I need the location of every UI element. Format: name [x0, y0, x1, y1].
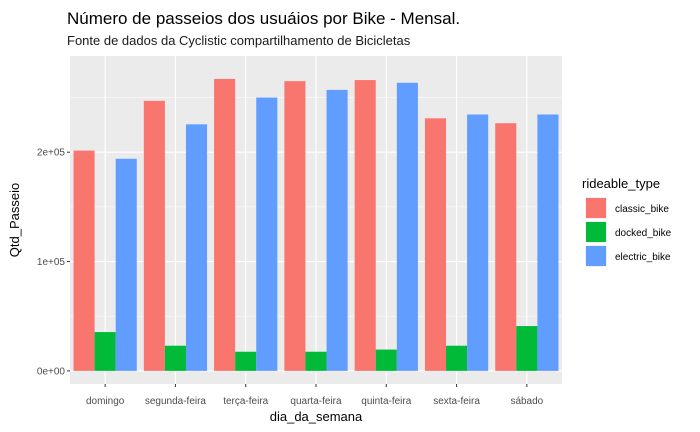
bars-layer	[73, 78, 559, 371]
x-tick-label-0: domingo	[86, 396, 125, 407]
bar-electric_bike-6	[537, 114, 559, 371]
y-axis-label: Qtd_Passeio	[7, 183, 22, 257]
bar-classic_bike-1	[143, 100, 165, 371]
bar-electric_bike-1	[185, 124, 208, 371]
x-tick-label-3: quarta-feira	[290, 396, 342, 407]
bar-classic_bike-3	[284, 81, 306, 371]
bar-classic_bike-2	[214, 78, 236, 371]
bar-docked_bike-3	[305, 351, 327, 371]
bar-docked_bike-5	[446, 345, 468, 371]
legend-label-classic_bike: classic_bike	[615, 204, 669, 215]
bar-classic_bike-6	[495, 123, 517, 371]
chart-title: Número de passeios dos usuáios por Bike …	[67, 9, 460, 28]
bar-docked_bike-1	[164, 345, 186, 371]
legend: rideable_type classic_bike docked_bikeele…	[582, 176, 672, 267]
legend-title: rideable_type	[582, 176, 660, 191]
legend-key-classic_bike	[586, 198, 606, 218]
legend-items: classic_bike docked_bike electric_bike	[585, 197, 672, 267]
y-tick-label-0: 0e+00	[37, 366, 66, 377]
legend-label-docked_bike: docked_bike	[615, 228, 672, 239]
y-tick-label-1: 1e+05	[37, 257, 66, 268]
bar-docked_bike-4	[375, 349, 397, 371]
bar-classic_bike-4	[354, 80, 376, 371]
y-axis: 0e+00 1e+05 2e+05	[37, 148, 70, 377]
chart-subtitle: Fonte de dados da Cyclistic compartilham…	[67, 33, 411, 48]
bar-electric_bike-5	[467, 114, 489, 371]
x-axis-label: dia_da_semana	[270, 409, 363, 424]
x-tick-label-2: terça-feira	[223, 396, 268, 407]
bar-classic_bike-0	[73, 150, 95, 371]
legend-key-electric_bike	[586, 246, 606, 266]
bar-electric_bike-0	[115, 158, 137, 371]
x-tick-label-4: quinta-feira	[361, 396, 411, 407]
bar-docked_bike-6	[516, 326, 538, 371]
bar-electric_bike-2	[256, 97, 278, 371]
bar-electric_bike-4	[396, 82, 418, 371]
x-tick-label-1: segunda-feira	[145, 396, 207, 407]
x-tick-label-5: sexta-feira	[433, 396, 480, 407]
bar-electric_bike-3	[326, 89, 348, 371]
grid-layer	[70, 56, 562, 384]
legend-key-docked_bike	[586, 222, 606, 242]
x-tick-label-6: sábado	[510, 396, 543, 407]
bar-docked_bike-0	[94, 332, 116, 371]
x-axis: domingo segunda-feira terça-feira quarta-fe…	[86, 384, 544, 407]
y-tick-label-2: 2e+05	[37, 148, 66, 159]
bar-docked_bike-2	[235, 351, 257, 371]
legend-label-electric_bike: electric_bike	[615, 252, 671, 263]
bar-classic_bike-5	[424, 118, 447, 371]
